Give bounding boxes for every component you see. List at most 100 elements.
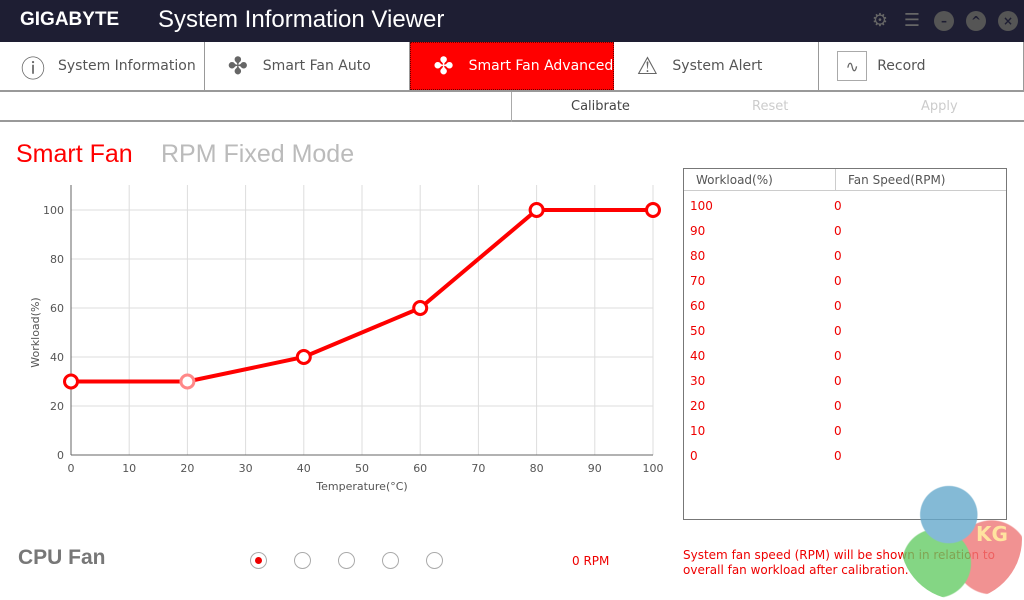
rpm-cell: 0 <box>834 423 842 438</box>
rpm-cell: 0 <box>834 448 842 463</box>
x-tick-label: 80 <box>530 462 544 475</box>
x-tick-label: 10 <box>122 462 136 475</box>
header-workload: Workload(%) <box>684 169 836 190</box>
y-axis-label: Workload(%) <box>29 297 42 367</box>
rpm-table: Workload(%) Fan Speed(RPM) 100 0 90 0 80 0 70 0 6… <box>683 168 1007 520</box>
calibrate-button[interactable]: Calibrate <box>571 99 630 114</box>
workload-cell: 70 <box>690 273 706 288</box>
curve-point[interactable] <box>645 202 661 218</box>
workload-cell: 80 <box>690 248 706 263</box>
workload-cell: 20 <box>690 398 706 413</box>
menu-list-icon[interactable]: ☰ <box>903 10 921 31</box>
mode-smart-fan[interactable]: Smart Fan <box>16 140 133 168</box>
table-row: 100 0 <box>684 193 1006 218</box>
x-tick-label: 90 <box>588 462 602 475</box>
rpm-cell: 0 <box>834 323 842 338</box>
warning-icon: ⚠ <box>636 52 659 80</box>
title-bar: GIGABYTE System Information Viewer ⚙ ☰ –… <box>0 0 1024 42</box>
pulse-icon: ∿ <box>837 51 868 81</box>
y-tick-label: 80 <box>50 253 64 266</box>
fan-select-radio[interactable] <box>294 552 311 569</box>
tab-label: Smart Fan Advanced <box>468 58 614 74</box>
fan-select-radio[interactable] <box>338 552 355 569</box>
rpm-cell: 0 <box>834 398 842 413</box>
curve-point[interactable] <box>528 202 545 218</box>
table-row: 50 0 <box>684 318 1006 343</box>
header-fan-speed: Fan Speed(RPM) <box>848 173 946 187</box>
info-icon: ⓘ <box>21 54 45 83</box>
fan-curve-chart[interactable]: 0 10 20 30 40 50 60 70 80 90 100 0 20 40 60 80 100 Temper… <box>0 170 680 510</box>
rpm-cell: 0 <box>834 198 842 213</box>
toolbar: Calibrate Reset Apply <box>0 92 1024 122</box>
fan-name: CPU Fan <box>18 546 106 569</box>
table-row: 90 0 <box>684 218 1006 243</box>
curve-point[interactable] <box>295 349 312 365</box>
fan-select-radio[interactable] <box>382 552 399 569</box>
workload-cell: 90 <box>690 223 706 238</box>
maximize-button[interactable]: ^ <box>966 11 986 31</box>
fan-select-radio[interactable] <box>426 552 443 569</box>
settings-gear-icon[interactable]: ⚙ <box>871 10 889 31</box>
workload-cell: 60 <box>690 298 706 313</box>
table-row: 10 0 <box>684 418 1006 443</box>
table-row: 20 0 <box>684 393 1006 418</box>
x-tick-label: 50 <box>355 462 369 475</box>
reset-button[interactable]: Reset <box>752 99 789 114</box>
rpm-cell: 0 <box>834 223 842 238</box>
table-row: 60 0 <box>684 293 1006 318</box>
x-tick-label: 40 <box>297 462 311 475</box>
apply-button[interactable]: Apply <box>921 99 958 114</box>
table-row: 70 0 <box>684 268 1006 293</box>
watermark-logo: KG <box>900 478 1022 600</box>
x-tick-label: 70 <box>471 462 485 475</box>
workload-cell: 10 <box>690 423 706 438</box>
tab-smart-fan-auto[interactable]: ✤ Smart Fan Auto <box>205 42 410 90</box>
y-tick-label: 0 <box>57 449 64 462</box>
tab-record[interactable]: ∿ Record <box>819 42 1024 90</box>
x-axis-label: Temperature(°C) <box>315 480 407 493</box>
y-tick-label: 100 <box>43 204 64 217</box>
rpm-cell: 0 <box>834 298 842 313</box>
tab-label: Record <box>877 58 926 74</box>
rpm-cell: 0 <box>834 248 842 263</box>
tab-smart-fan-advanced[interactable]: ✤ Smart Fan Advanced <box>409 42 615 90</box>
workload-cell: 40 <box>690 348 706 363</box>
x-tick-label: 30 <box>239 462 253 475</box>
x-tick-label: 0 <box>68 462 75 475</box>
tab-system-alert[interactable]: ⚠ System Alert <box>614 42 820 90</box>
rpm-cell: 0 <box>834 373 842 388</box>
rpm-cell: 0 <box>834 348 842 363</box>
minimize-button[interactable]: – <box>934 11 954 31</box>
workload-cell: 0 <box>690 448 698 463</box>
curve-point[interactable] <box>412 300 429 316</box>
fan-icon: ✤ <box>227 52 248 80</box>
mode-rpm-fixed[interactable]: RPM Fixed Mode <box>161 140 355 168</box>
fan-icon: ✤ <box>433 52 454 80</box>
tab-label: Smart Fan Auto <box>262 58 371 74</box>
workload-cell: 30 <box>690 373 706 388</box>
fan-select-radio[interactable] <box>250 552 267 569</box>
curve-point[interactable] <box>63 373 79 390</box>
y-tick-label: 60 <box>50 302 64 315</box>
tab-label: System Alert <box>672 58 763 74</box>
fan-curve-line <box>71 208 653 384</box>
table-row: 30 0 <box>684 368 1006 393</box>
brand-logo: GIGABYTE <box>20 9 120 30</box>
curve-point[interactable] <box>179 373 196 390</box>
table-row: 40 0 <box>684 343 1006 368</box>
close-button[interactable]: × <box>998 11 1018 31</box>
tab-label: System Information <box>58 58 196 74</box>
fan-rpm: 0 RPM <box>572 554 610 568</box>
y-tick-label: 40 <box>50 351 64 364</box>
workload-cell: 100 <box>690 198 713 213</box>
tab-system-information[interactable]: ⓘ System Information <box>0 42 205 90</box>
workload-cell: 50 <box>690 323 706 338</box>
x-tick-label: 20 <box>180 462 194 475</box>
rpm-cell: 0 <box>834 273 842 288</box>
y-tick-label: 20 <box>50 400 64 413</box>
table-row: 80 0 <box>684 243 1006 268</box>
x-tick-label: 100 <box>643 462 664 475</box>
main-tabs: ⓘ System Information ✤ Smart Fan Auto ✤ Sma… <box>0 42 1024 92</box>
app-title: System Information Viewer <box>158 6 445 33</box>
